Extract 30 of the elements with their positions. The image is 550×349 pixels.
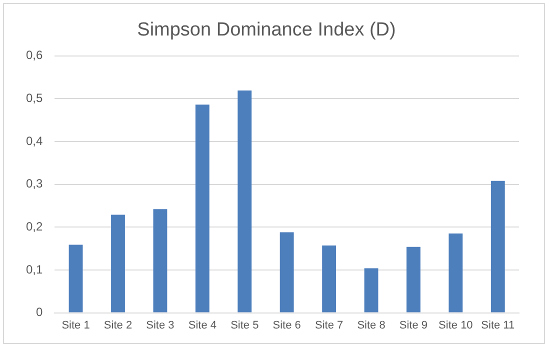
bar: [238, 90, 252, 312]
x-tick-label: Site 11: [481, 319, 515, 332]
y-tick-label: 0,4: [26, 134, 43, 148]
y-tick-label: 0,5: [26, 90, 43, 105]
bar: [322, 246, 336, 312]
bar: [111, 214, 125, 312]
x-tick-label: Site 2: [104, 319, 132, 332]
bar: [364, 268, 378, 312]
y-tick-label: 0: [36, 305, 43, 320]
bar: [153, 209, 168, 312]
bar: [280, 232, 294, 312]
bar: [406, 246, 420, 312]
x-tick-label: Site 8: [357, 319, 386, 332]
x-tick-label: Site 9: [399, 319, 428, 332]
x-tick-label: Site 10: [438, 319, 473, 332]
bar: [490, 180, 505, 312]
x-tick-label: Site 7: [314, 319, 344, 332]
x-tick-label: Site 4: [188, 319, 216, 332]
y-tick-label: 0,3: [26, 176, 43, 191]
y-tick-label: 0,6: [26, 48, 43, 62]
x-tick-label: Site 3: [146, 319, 174, 332]
chart-title: Simpson Dominance Index (D): [137, 20, 396, 41]
bar: [448, 234, 463, 312]
x-tick-label: Site 5: [230, 319, 259, 332]
bar: [195, 104, 210, 312]
y-tick-label: 0,2: [26, 219, 43, 234]
y-tick-label: 0,1: [26, 262, 43, 276]
x-tick-label: Site 6: [272, 319, 301, 332]
bar: [68, 244, 83, 312]
x-tick-label: Site 1: [62, 319, 90, 332]
